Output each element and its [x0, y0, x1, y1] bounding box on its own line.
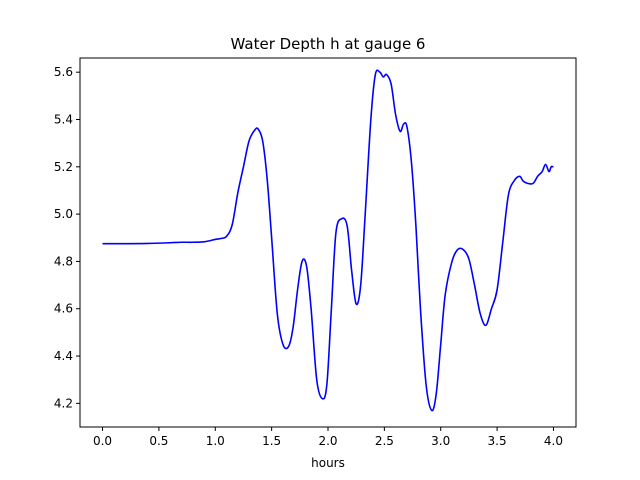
x-tick-label: 1.0: [206, 434, 225, 448]
x-axis-label: hours: [311, 456, 345, 470]
x-tick-label: 1.5: [262, 434, 281, 448]
x-tick-label: 0.0: [93, 434, 112, 448]
y-tick-label: 5.0: [54, 207, 73, 221]
x-tick-label: 3.0: [431, 434, 450, 448]
x-tick-label: 2.0: [318, 434, 337, 448]
series-line-1: [102, 69, 554, 412]
y-tick-label: 5.4: [54, 113, 73, 127]
x-tick-label: 2.5: [375, 434, 394, 448]
x-tick-label: 3.5: [488, 434, 507, 448]
y-tick-label: 4.8: [54, 254, 73, 268]
plot-area: [102, 69, 554, 412]
axes: 0.0 0.5 1.0 1.5 2.0 2.5 3.0 3.5 4.0 4.2 4.4 4.6 4.8 5…: [54, 57, 577, 448]
y-tick-label: 4.2: [54, 396, 73, 410]
y-tick-label: 4.4: [54, 349, 73, 363]
y-tick-label: 5.6: [54, 65, 73, 79]
x-tick-label: 4.0: [544, 434, 563, 448]
chart-title: Water Depth h at gauge 6: [231, 35, 426, 53]
x-tick-label: 0.5: [149, 434, 168, 448]
y-tick-label: 5.2: [54, 160, 73, 174]
y-tick-label: 4.6: [54, 302, 73, 316]
